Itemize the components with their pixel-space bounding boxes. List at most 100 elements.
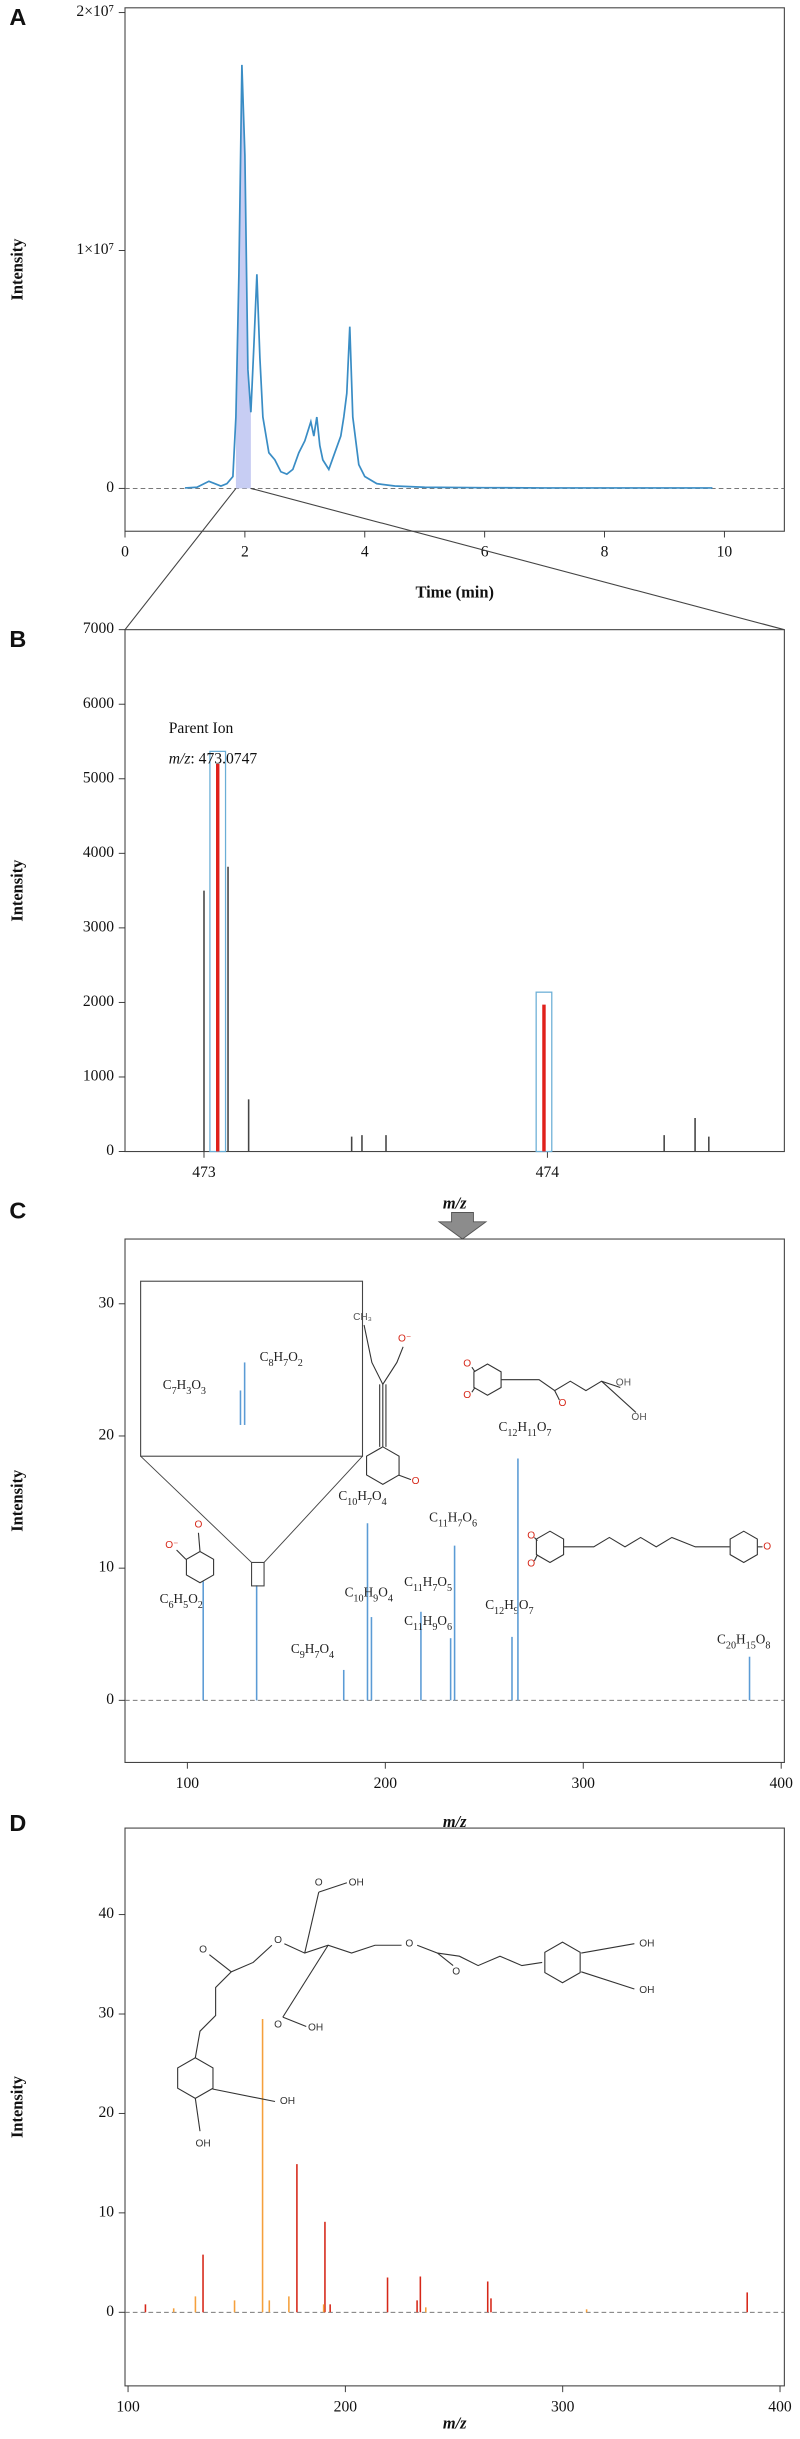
y-tick-label: 5000 (83, 769, 114, 786)
text-part: 9 (373, 1594, 378, 1605)
atom-label: O (274, 2020, 282, 2031)
x-axis-label: Time (min) (415, 583, 493, 602)
text-part: H (364, 1585, 374, 1600)
text-part: C (291, 1641, 300, 1656)
peak-formula: C20H15O8 (717, 1632, 770, 1652)
y-tick-label: 1000 (83, 1068, 114, 1085)
peak-formula: C11H7O5 (404, 1574, 452, 1594)
inset-formula: C7H3O3 (163, 1377, 206, 1397)
text-part: : 473.0747 (190, 750, 257, 767)
y-axis-label: Intensity (8, 238, 27, 301)
x-tick-label: 200 (374, 1775, 398, 1792)
ring (729, 1530, 758, 1564)
y-tick-label: 0 (106, 2303, 114, 2320)
x-tick-label: 474 (536, 1164, 560, 1181)
y-tick-label: 0 (106, 1142, 114, 1159)
plot-frame (124, 7, 785, 532)
text-part: C (260, 1349, 269, 1364)
peak-formula: C11H9O6 (404, 1613, 452, 1633)
x-axis-label: m/z (443, 2414, 467, 2433)
atom-label: O (527, 1531, 535, 1542)
atom-label: O (315, 1877, 323, 1888)
atom-label: O (274, 1935, 282, 1946)
text-part: 8 (268, 1358, 273, 1369)
ring (473, 1363, 502, 1396)
inset-box (140, 1280, 364, 1457)
zoom-line (263, 1455, 363, 1563)
plot-frame (124, 629, 785, 1153)
zoom-box (251, 1561, 265, 1587)
text-part: 2 (198, 1600, 203, 1611)
text-part: 6 (472, 1519, 477, 1530)
bond (564, 1536, 730, 1548)
annotation: m/z: 473.0747 (169, 750, 258, 767)
ring (366, 1446, 400, 1485)
bond (284, 1943, 402, 1954)
atom-label: O (452, 1967, 460, 1978)
text-part: C (404, 1574, 413, 1589)
y-axis-label: Intensity (8, 859, 27, 922)
peak-formula: C10H9O4 (345, 1585, 393, 1605)
bond (176, 1549, 187, 1560)
peak-formula: C11H7O6 (429, 1510, 477, 1530)
atom-label: O (763, 1542, 771, 1553)
text-part: O (756, 1632, 766, 1647)
text-part: C (404, 1613, 413, 1628)
atom-label: OH (639, 1985, 654, 1996)
atom-label: OH (616, 1377, 631, 1388)
text-part: 10 (347, 1497, 357, 1508)
panel-letter: C (9, 1198, 26, 1224)
y-tick-label: 2×10⁷ (76, 3, 114, 20)
text-part: H (305, 1641, 315, 1656)
atom-label: OH (639, 1938, 654, 1949)
bond (209, 1954, 232, 1973)
text-part: 8 (765, 1640, 770, 1651)
chromatogram-line (184, 64, 713, 489)
peak-formula: C12H9O7 (485, 1597, 533, 1617)
text-part: O (437, 1574, 447, 1589)
text-part: C (717, 1632, 726, 1647)
atom-label: O (412, 1476, 420, 1487)
text-part: 7 (457, 1519, 462, 1530)
y-tick-label: 20 (98, 2104, 114, 2121)
bond (554, 1390, 560, 1401)
peak-formula: C10H7O4 (338, 1488, 386, 1508)
down-arrow (437, 1212, 488, 1240)
bond (282, 1944, 329, 2018)
peak-formula: C9H7O4 (291, 1641, 334, 1661)
atom-label: OH (631, 1412, 646, 1423)
text-part: 11 (413, 1583, 423, 1594)
x-tick-label: 4 (361, 544, 369, 561)
bond (304, 1892, 320, 1954)
bond (382, 1346, 404, 1385)
text-part: 7 (283, 1358, 288, 1369)
bond (471, 1366, 476, 1373)
text-part: O (537, 1419, 547, 1434)
y-tick-label: 4000 (83, 844, 114, 861)
text-part: C (345, 1585, 354, 1600)
bond (194, 1944, 273, 2058)
text-part: O (519, 1597, 529, 1612)
bond (398, 1474, 412, 1481)
text-part: 6 (168, 1600, 173, 1611)
y-axis-label: Intensity (8, 2075, 27, 2138)
y-tick-label: 6000 (83, 695, 114, 712)
text-part: O (378, 1585, 388, 1600)
text-part: H (174, 1591, 184, 1606)
x-tick-label: 400 (768, 2398, 792, 2415)
text-part: C (485, 1597, 494, 1612)
atom-label: OH (196, 2138, 211, 2149)
text-part: 7 (528, 1606, 533, 1617)
text-part: H (448, 1510, 458, 1525)
inset-formula: C8H7O2 (260, 1349, 303, 1369)
bond (212, 2088, 276, 2103)
bond (581, 1971, 635, 1990)
text-part: C (498, 1419, 507, 1434)
text-part: H (517, 1419, 527, 1434)
peak-formula: C12H11O7 (498, 1419, 551, 1439)
y-tick-label: 0 (106, 479, 114, 496)
text-part: H (177, 1377, 187, 1392)
atom-label: OH (280, 2096, 295, 2107)
